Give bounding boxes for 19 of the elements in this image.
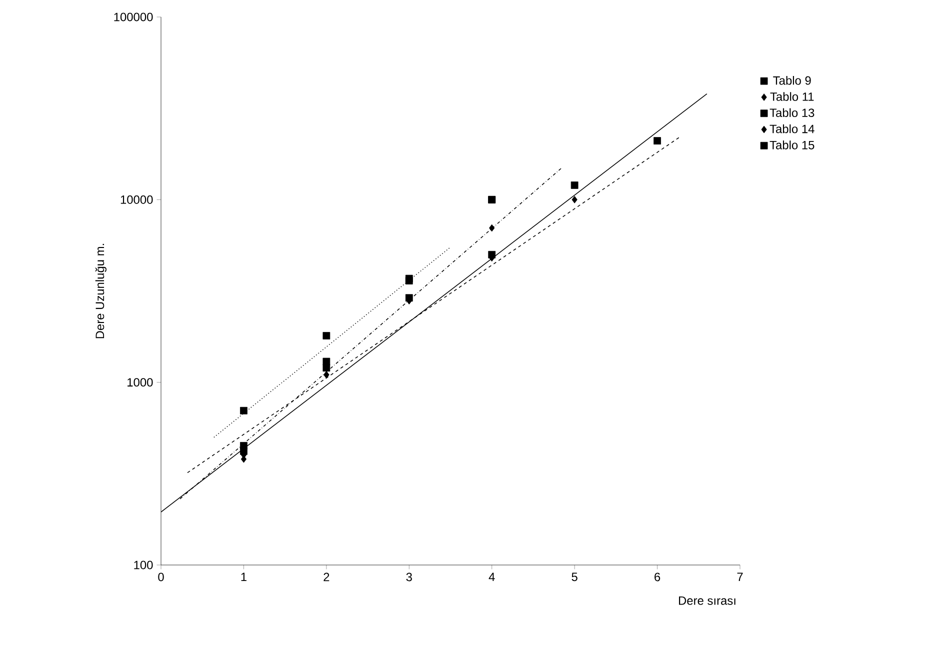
x-tick-label: 2 xyxy=(324,572,330,582)
x-tick-label: 1 xyxy=(241,572,246,581)
legend-label: Tablo 14 xyxy=(770,124,814,134)
x-axis-title: Dere sırası xyxy=(679,596,736,605)
y-axis-title: Dere Uzunluğu m. xyxy=(95,244,106,338)
y-tick-label: 10000 xyxy=(120,195,153,204)
legend-label: Tablo 15 xyxy=(770,140,814,150)
x-tick-label: 0 xyxy=(158,572,164,582)
x-tick-label: 3 xyxy=(406,572,412,582)
x-tick-label: 7 xyxy=(737,572,743,581)
y-tick-label: 100000 xyxy=(114,12,153,22)
y-tick-label: 100 xyxy=(134,560,153,570)
y-tick-label: 1000 xyxy=(128,378,153,387)
x-tick-label: 5 xyxy=(572,572,578,582)
legend-label: Tablo 11 xyxy=(770,92,814,101)
x-tick-label: 4 xyxy=(488,572,495,581)
x-tick-label: 6 xyxy=(654,572,660,582)
legend-label: Tablo 9 xyxy=(773,76,811,85)
legend-label: Tablo 13 xyxy=(770,108,814,118)
